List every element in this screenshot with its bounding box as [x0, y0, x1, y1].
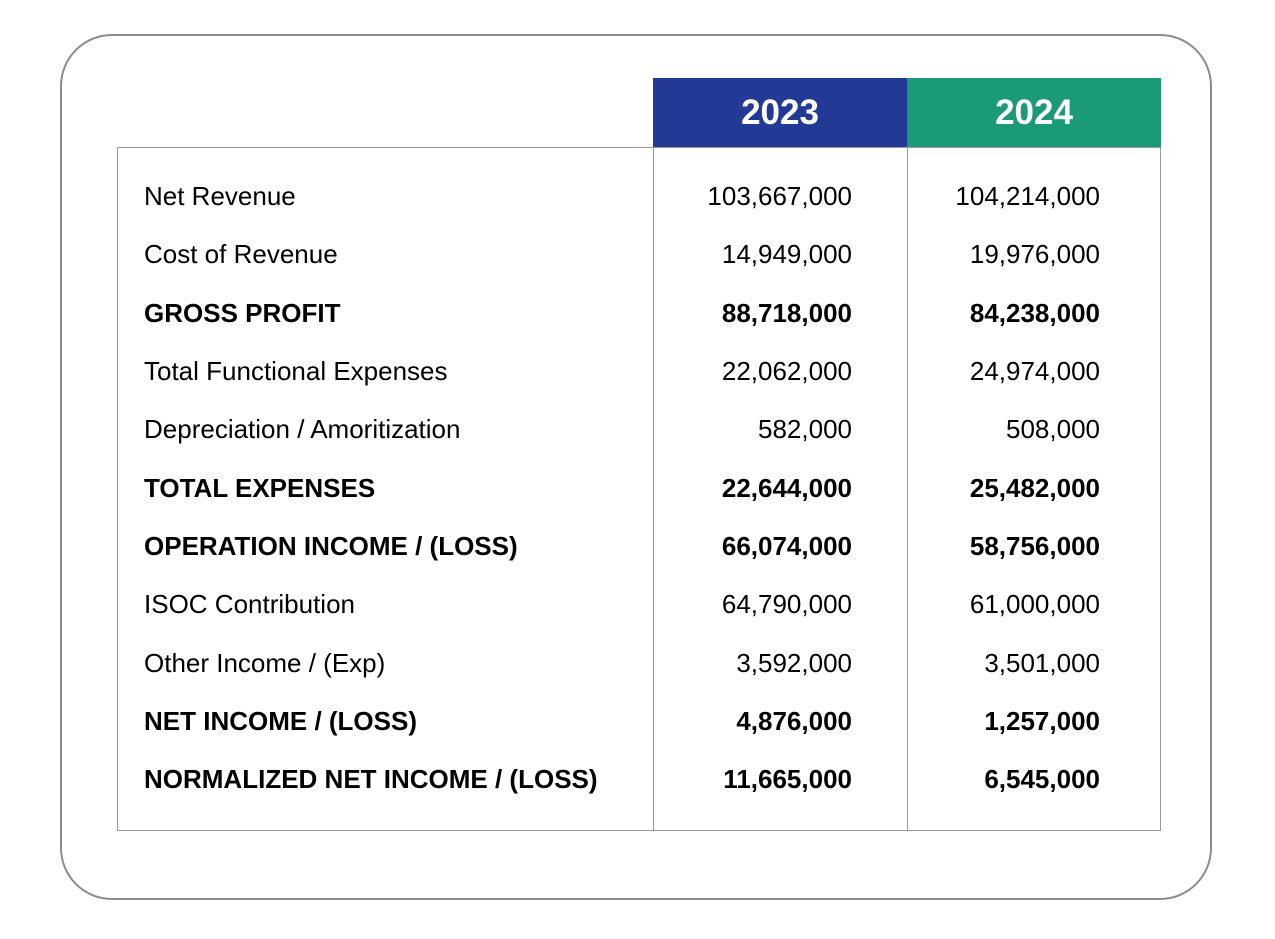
value-2023: 22,062,000	[721, 356, 852, 386]
column-header-2023-label: 2023	[741, 92, 819, 132]
table-row-net-income: NET INCOME / (LOSS) 4,876,000 1,257,000	[118, 701, 1162, 741]
value-2024: 3,501,000	[984, 648, 1100, 678]
value-2024: 84,238,000	[969, 298, 1100, 328]
column-header-2024-label: 2024	[995, 92, 1073, 132]
value-2024: 58,756,000	[969, 531, 1100, 561]
table-row-depreciation-amortization: Depreciation / Amoritization 582,000 508…	[118, 409, 1162, 449]
table-row-normalized-net-income: NORMALIZED NET INCOME / (LOSS) 11,665,00…	[118, 759, 1162, 799]
row-label: Other Income / (Exp)	[144, 648, 386, 678]
value-2023: 582,000	[758, 414, 852, 444]
row-label: Depreciation / Amoritization	[144, 414, 461, 444]
value-2024: 508,000	[1006, 414, 1100, 444]
value-2023: 3,592,000	[736, 648, 852, 678]
column-header-2023: 2023	[653, 78, 907, 147]
value-2023: 103,667,000	[707, 181, 852, 211]
value-2023: 22,644,000	[721, 473, 852, 503]
value-2024: 61,000,000	[969, 589, 1100, 619]
table-row-gross-profit: GROSS PROFIT 88,718,000 84,238,000	[118, 293, 1162, 333]
row-label: NET INCOME / (LOSS)	[144, 706, 417, 736]
row-label: OPERATION INCOME / (LOSS)	[144, 531, 518, 561]
value-2023: 14,949,000	[721, 239, 852, 269]
value-2024: 6,545,000	[984, 764, 1100, 794]
row-label: Cost of Revenue	[144, 239, 338, 269]
table-row-total-expenses: TOTAL EXPENSES 22,644,000 25,482,000	[118, 468, 1162, 508]
row-label: ISOC Contribution	[144, 589, 355, 619]
value-2023: 64,790,000	[721, 589, 852, 619]
row-label: GROSS PROFIT	[144, 298, 341, 328]
table-row-total-functional-expenses: Total Functional Expenses 22,062,000 24,…	[118, 351, 1162, 391]
value-2023: 11,665,000	[723, 764, 852, 794]
value-2023: 66,074,000	[721, 531, 852, 561]
table-row-other-income: Other Income / (Exp) 3,592,000 3,501,000	[118, 643, 1162, 683]
financial-summary-card	[60, 34, 1212, 900]
value-2024: 25,482,000	[969, 473, 1100, 503]
column-divider	[653, 148, 654, 830]
value-2024: 1,257,000	[984, 706, 1100, 736]
table-row-net-revenue: Net Revenue 103,667,000 104,214,000	[118, 176, 1162, 216]
row-label: Total Functional Expenses	[144, 356, 448, 386]
column-header-2024: 2024	[907, 78, 1161, 147]
value-2023: 88,718,000	[721, 298, 852, 328]
row-label: TOTAL EXPENSES	[144, 473, 376, 503]
value-2024: 19,976,000	[969, 239, 1100, 269]
financial-table: Net Revenue 103,667,000 104,214,000 Cost…	[117, 147, 1161, 831]
row-label: NORMALIZED NET INCOME / (LOSS)	[144, 764, 598, 794]
table-row-operation-income: OPERATION INCOME / (LOSS) 66,074,000 58,…	[118, 526, 1162, 566]
column-divider	[907, 148, 908, 830]
value-2023: 4,876,000	[736, 706, 852, 736]
row-label: Net Revenue	[144, 181, 296, 211]
table-row-cost-of-revenue: Cost of Revenue 14,949,000 19,976,000	[118, 234, 1162, 274]
table-row-isoc-contribution: ISOC Contribution 64,790,000 61,000,000	[118, 584, 1162, 624]
value-2024: 24,974,000	[969, 356, 1100, 386]
value-2024: 104,214,000	[955, 181, 1100, 211]
